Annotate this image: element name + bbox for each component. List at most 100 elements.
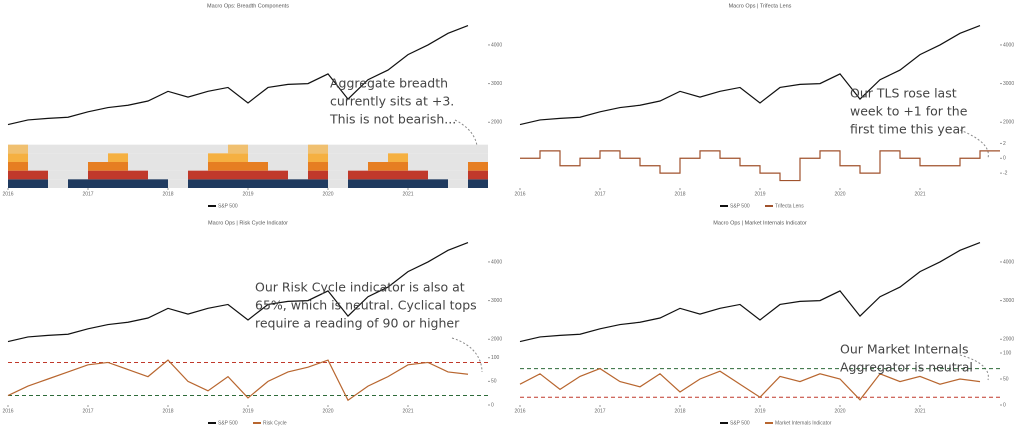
cell-bg [188, 162, 208, 171]
cell-bg [148, 162, 168, 171]
cell-bg [48, 153, 68, 162]
annotation: Aggregator is neutral [840, 360, 973, 375]
cell-bg [448, 162, 468, 171]
cell-bg [168, 179, 188, 188]
x-tick-label: 2021 [402, 408, 413, 414]
cell-bg [168, 170, 188, 180]
cell-bg [268, 162, 288, 171]
cell-bg [408, 144, 428, 154]
breadth-cell [468, 179, 488, 188]
breadth-cell [228, 170, 248, 180]
breadth-cell [88, 179, 108, 188]
cell-bg [88, 144, 108, 154]
x-tick-label: 2016 [2, 191, 13, 197]
y-tick-label: 0 [1003, 156, 1006, 162]
chart-title: Macro Ops | Risk Cycle Indicator [208, 220, 288, 226]
cell-bg [168, 162, 188, 171]
y-tick-label: 2000 [1003, 120, 1014, 126]
breadth-cell [228, 153, 248, 162]
cell-bg [328, 179, 348, 188]
y-tick-label: 2000 [491, 120, 502, 126]
x-tick-label: 2020 [322, 191, 333, 197]
breadth-cell [408, 170, 428, 180]
x-tick-label: 2019 [754, 408, 765, 414]
x-tick-label: 2019 [242, 191, 253, 197]
x-tick-label: 2019 [754, 191, 765, 197]
cell-bg [328, 144, 348, 154]
breadth-cell [468, 170, 488, 180]
breadth-cell [88, 170, 108, 180]
breadth-cell [408, 179, 428, 188]
x-tick-label: 2021 [402, 191, 413, 197]
breadth-cell [148, 179, 168, 188]
indicator-line [520, 150, 1000, 182]
cell-bg [428, 144, 448, 154]
cell-bg [448, 179, 468, 188]
chart-title: Macro Ops | Market Internals Indicator [713, 220, 807, 226]
cell-bg [268, 144, 288, 154]
x-tick-label: 2016 [514, 408, 525, 414]
breadth-cell [388, 162, 408, 171]
breadth-cell [228, 144, 248, 154]
x-tick-label: 2021 [914, 408, 925, 414]
annotation: Our Market Internals [840, 342, 969, 357]
cell-bg [168, 153, 188, 162]
annotation: week to +1 for the [850, 104, 968, 119]
cell-bg [48, 179, 68, 188]
cell-bg [28, 162, 48, 171]
breadth-cell [348, 170, 368, 180]
cell-bg [68, 144, 88, 154]
cell-bg [408, 153, 428, 162]
y-tick-label: 4000 [1003, 259, 1014, 265]
cell-bg [448, 170, 468, 180]
cell-bg [48, 170, 68, 180]
cell-bg [328, 170, 348, 180]
y-tick-label: 2000 [491, 337, 502, 343]
breadth-cell [388, 179, 408, 188]
breadth-cell [108, 170, 128, 180]
y-tick-label: -2 [1003, 170, 1008, 176]
breadth-cell [368, 162, 388, 171]
y-tick-label: 3000 [491, 298, 502, 304]
breadth-cell [308, 179, 328, 188]
cell-bg [288, 153, 308, 162]
annotation: currently sits at +3. [330, 94, 454, 109]
cell-bg [128, 153, 148, 162]
x-tick-label: 2018 [162, 191, 173, 197]
annotation: Aggregate breadth [330, 76, 448, 91]
breadth-cell [28, 170, 48, 180]
breadth-cell [228, 162, 248, 171]
y-tick-label: 100 [491, 355, 500, 361]
legend-label: S&P 500 [218, 420, 238, 426]
cell-bg [68, 162, 88, 171]
y-tick-label: 0 [491, 402, 494, 408]
cell-bg [368, 153, 388, 162]
breadth-cell [428, 179, 448, 188]
breadth-cell [28, 179, 48, 188]
cell-bg [268, 153, 288, 162]
cell-bg [148, 153, 168, 162]
cell-bg [48, 162, 68, 171]
cell-bg [148, 170, 168, 180]
x-tick-label: 2016 [514, 191, 525, 197]
price-line [519, 242, 981, 343]
price-line [7, 25, 469, 126]
annotation: This is not bearish... [329, 112, 456, 127]
chart-title: Macro Ops | Trifecta Lens [729, 3, 792, 9]
breadth-cell [208, 162, 228, 171]
breadth-cell [308, 144, 328, 154]
breadth-cell [308, 170, 328, 180]
breadth-cell [108, 179, 128, 188]
breadth-cell [8, 170, 28, 180]
y-tick-label: 2000 [1003, 337, 1014, 343]
cell-bg [148, 144, 168, 154]
y-tick-label: 50 [491, 379, 497, 385]
cell-bg [328, 162, 348, 171]
cell-bg [68, 153, 88, 162]
x-tick-label: 2017 [594, 191, 605, 197]
breadth-cell [8, 153, 28, 162]
breadth-cell [128, 170, 148, 180]
legend-label: S&P 500 [730, 203, 750, 209]
breadth-cell [188, 170, 208, 180]
cell-bg [448, 144, 468, 154]
